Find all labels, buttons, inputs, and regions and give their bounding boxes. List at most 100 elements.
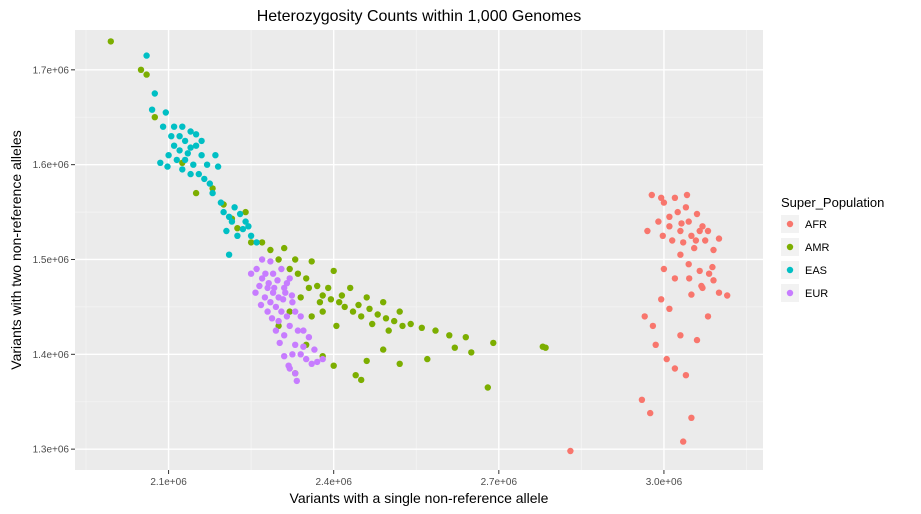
x-axis-title: Variants with a single non-reference all… [290,490,549,506]
data-point-eur [272,327,280,334]
data-point-eas [164,163,171,170]
data-point-eas [162,109,169,116]
data-point-eur [258,275,266,282]
data-point-afr [666,213,673,220]
data-point-eas [184,150,191,157]
data-point-amr [358,313,365,320]
data-point-afr [659,232,666,239]
data-point-eur [293,377,300,385]
data-point-amr [330,267,337,275]
data-point-afr [647,409,654,417]
data-point-amr [366,305,373,312]
legend-key-eur [786,289,794,297]
data-point-afr [692,237,700,244]
data-point-eur [275,317,282,325]
data-point-amr [316,299,324,306]
data-point-amr [137,66,145,74]
data-point-eas [206,180,213,187]
x-tick-label: 2.4e+06 [315,477,352,488]
data-point-amr [338,292,346,299]
data-point-afr [696,227,703,235]
data-point-eur [278,265,285,273]
data-point-eur [258,256,266,263]
data-point-afr [658,194,665,201]
data-point-eas [253,239,260,246]
data-point-amr [424,355,431,363]
data-point-amr [468,349,475,356]
data-point-eur [305,334,313,341]
data-point-eas [245,223,252,230]
data-point-eur [262,270,269,277]
data-point-amr [286,265,293,273]
data-point-eur [300,343,307,350]
data-point-amr [374,311,381,318]
data-point-afr [696,267,703,275]
data-point-eas [181,156,189,164]
data-point-amr [234,225,241,232]
data-point-eas [217,199,225,206]
data-point-amr [319,292,326,299]
data-point-afr [688,414,695,421]
data-point-afr [705,270,713,277]
data-point-afr [663,355,670,363]
data-point-amr [358,376,365,384]
data-point-eas [187,170,194,178]
data-point-eur [283,280,291,287]
data-point-afr [674,208,681,216]
data-point-amr [333,322,340,330]
data-point-amr [363,357,370,365]
data-point-eas [170,142,178,149]
data-point-amr [314,282,321,290]
data-point-eur [261,294,269,301]
data-point-eur [281,332,288,339]
data-point-amr [247,239,255,246]
y-tick-label: 1.5e+06 [33,255,70,266]
y-tick-label: 1.4e+06 [33,350,70,361]
data-point-eas [190,161,197,168]
data-point-eur [281,353,288,360]
data-point-afr [693,336,701,344]
data-point-eur [300,327,307,334]
data-point-afr [567,447,574,455]
legend-label-eur: EUR [805,288,828,300]
x-tick-label: 2.7e+06 [481,477,518,488]
legend-label-eas: EAS [805,265,827,277]
data-point-amr [330,362,337,369]
data-point-afr [680,438,687,445]
data-point-amr [267,246,274,254]
data-point-afr [638,396,646,403]
data-point-amr [143,71,150,78]
data-point-afr [702,237,709,244]
minor-gridlines [75,30,763,470]
data-point-eas [220,208,227,216]
legend-key-eas [786,266,794,274]
data-point-eur [264,308,271,315]
data-point-eas [234,232,241,239]
data-point-eas [198,137,205,145]
data-point-afr [693,210,701,218]
data-point-eur [303,355,310,363]
data-point-afr [677,251,684,258]
data-point-amr [369,320,376,328]
data-point-eas [201,175,208,183]
data-point-eas [203,161,211,168]
data-point-afr [671,365,679,372]
data-point-eur [274,277,281,284]
data-point-eur [288,292,296,299]
data-point-eas [170,123,178,130]
legend-label-afr: AFR [805,219,827,231]
data-point-amr [297,294,304,301]
data-point-amr [382,315,390,322]
legend-label-amr: AMR [805,242,830,254]
data-point-eur [281,284,288,292]
data-point-eas [247,232,255,239]
data-point-eur [292,370,299,377]
data-point-afr [677,332,684,339]
data-point-afr [691,244,698,252]
data-point-eur [252,289,259,296]
data-point-eur [267,299,274,306]
y-axis-title: Variants with two non-reference alleles [8,130,24,369]
data-point-eas [192,142,200,149]
data-point-afr [677,227,684,235]
data-point-afr [655,218,662,225]
